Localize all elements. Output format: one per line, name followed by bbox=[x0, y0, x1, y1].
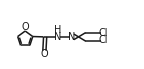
Text: H: H bbox=[54, 25, 62, 35]
Text: N: N bbox=[68, 32, 75, 42]
Text: O: O bbox=[41, 49, 48, 59]
Text: N: N bbox=[54, 32, 61, 42]
Text: Cl: Cl bbox=[99, 28, 108, 38]
Text: O: O bbox=[21, 22, 29, 32]
Text: Cl: Cl bbox=[99, 35, 108, 45]
